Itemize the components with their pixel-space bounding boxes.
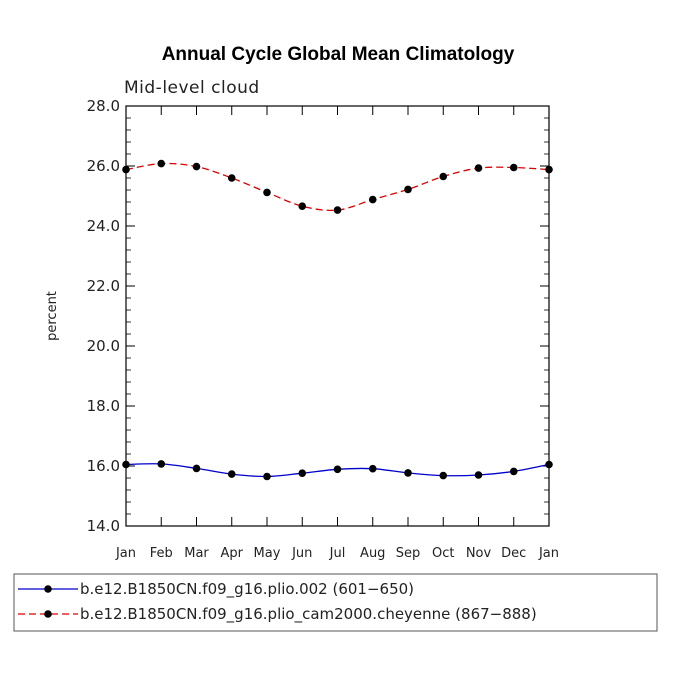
data-point — [122, 165, 130, 174]
legend-marker — [44, 610, 52, 618]
x-tick-label: Nov — [466, 546, 492, 561]
data-point — [439, 471, 448, 480]
chart-title: Annual Cycle Global Mean Climatology — [162, 44, 515, 65]
chart-subtitle: Mid-level cloud — [124, 78, 260, 98]
x-tick-label: Jul — [329, 546, 346, 561]
plot-area — [125, 105, 550, 527]
y-axis-tick-labels: 14.0 16.0 18.0 20.0 22.0 24.0 26.0 28.0 — [87, 97, 120, 535]
data-point — [192, 162, 201, 171]
data-point — [368, 464, 377, 473]
axis-ticks — [125, 105, 550, 527]
y-tick-label: 18.0 — [87, 397, 120, 415]
data-point — [404, 185, 412, 194]
data-point — [298, 202, 307, 210]
y-tick-label: 22.0 — [87, 277, 120, 295]
x-tick-label: Feb — [150, 546, 173, 561]
series-2 — [122, 159, 553, 214]
x-tick-label: May — [254, 546, 281, 561]
data-point — [157, 159, 166, 168]
x-axis-tick-labels: Jan Feb Mar Apr May Jun Jul Aug Sep Oct Nov Dec Jan — [115, 546, 559, 561]
x-tick-label: Mar — [184, 546, 209, 561]
data-point — [227, 470, 236, 478]
y-tick-label: 28.0 — [87, 97, 120, 115]
y-tick-label: 26.0 — [87, 157, 120, 175]
y-tick-label: 16.0 — [87, 457, 120, 475]
series-line — [125, 162, 550, 212]
legend-marker — [44, 585, 52, 593]
plot-frame — [125, 105, 550, 527]
data-point — [263, 188, 271, 197]
data-point — [298, 469, 307, 478]
y-axis-label: percent — [45, 291, 60, 341]
data-point — [509, 467, 518, 476]
legend-label: b.e12.B1850CN.f09_g16.plio.002 (601−650) — [80, 580, 414, 599]
legend-entry-1: b.e12.B1850CN.f09_g16.plio.002 (601−650) — [18, 580, 414, 599]
x-tick-label: Jan — [115, 546, 136, 561]
y-tick-label: 24.0 — [87, 217, 120, 235]
series-layer — [122, 159, 553, 481]
x-tick-label: Dec — [501, 546, 526, 561]
x-tick-label: Jun — [291, 546, 312, 561]
data-point — [333, 465, 342, 474]
legend-label: b.e12.B1850CN.f09_g16.plio_cam2000.cheye… — [80, 605, 537, 624]
x-tick-label: Oct — [432, 546, 454, 561]
data-point — [192, 464, 201, 473]
data-point — [545, 460, 553, 469]
x-tick-label: Apr — [221, 546, 244, 561]
legend: b.e12.B1850CN.f09_g16.plio.002 (601−650)… — [13, 573, 658, 632]
series-1 — [122, 460, 553, 481]
data-point — [227, 174, 236, 182]
data-point — [368, 195, 377, 204]
data-point — [157, 460, 166, 468]
data-point — [404, 469, 412, 477]
data-point — [474, 471, 483, 479]
data-point — [545, 165, 553, 174]
y-tick-label: 20.0 — [87, 337, 120, 355]
legend-entry-2: b.e12.B1850CN.f09_g16.plio_cam2000.cheye… — [18, 605, 537, 624]
x-tick-label: Sep — [396, 546, 421, 561]
x-tick-label: Aug — [360, 546, 385, 561]
x-tick-label: Jan — [538, 546, 559, 561]
data-point — [263, 472, 271, 481]
data-point — [122, 460, 130, 469]
data-point — [439, 172, 448, 181]
data-point — [474, 164, 483, 172]
data-point — [333, 206, 342, 214]
legend-frame — [13, 573, 658, 632]
data-point — [509, 163, 518, 172]
y-tick-label: 14.0 — [87, 517, 120, 535]
